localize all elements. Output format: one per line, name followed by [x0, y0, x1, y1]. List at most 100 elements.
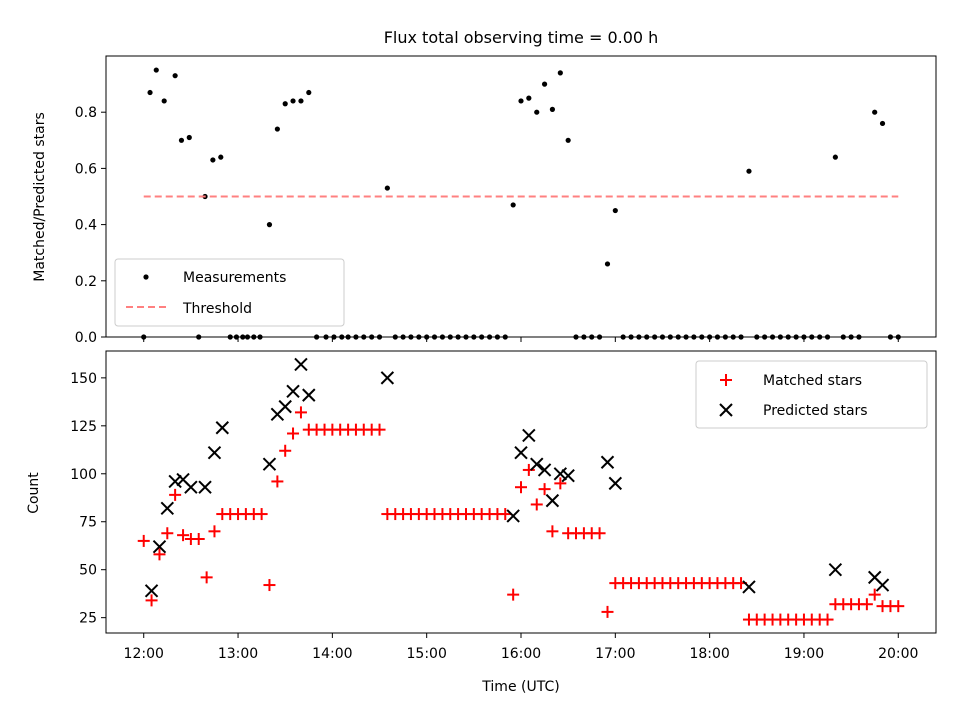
predicted-stars-point [302, 388, 316, 402]
predicted-stars-point-b [608, 476, 623, 491]
measurements-point [746, 168, 752, 174]
matched-stars-point [137, 534, 150, 547]
measurements-point [290, 98, 296, 104]
predicted-stars-point [184, 480, 198, 494]
matched-stars-point [601, 605, 614, 618]
measurements-point [298, 98, 304, 104]
ratio-ytick-label: 0.0 [75, 330, 97, 346]
measurements-point [186, 134, 192, 141]
ratio-legend: Measurements Threshold [114, 258, 345, 327]
measurements-point [282, 101, 288, 107]
measurements-point [266, 222, 273, 228]
legend-predicted-label: Predicted stars [763, 403, 868, 419]
measurements-point [557, 70, 563, 76]
predicted-stars-point-b [380, 371, 395, 385]
count-panel: 25 50 75 100 125 150 12:00 13:00 14:00 15:00 16:0… [26, 350, 937, 695]
predicted-stars-point-b [278, 399, 292, 414]
legend-measurements-marker [143, 274, 149, 280]
measurements-point [306, 89, 312, 96]
predicted-stars-point-b [176, 472, 190, 487]
ratio-panel: 0.00.20.40.60.8 Matched/Predicted stars … [32, 55, 937, 346]
matched-stars-point [892, 600, 905, 613]
predicted-stars-point [742, 580, 756, 594]
predicted-stars-point-b [160, 501, 175, 516]
predicted-stars-point-b [144, 584, 159, 598]
matched-stars-point [860, 598, 873, 611]
legend-predicted-marker [719, 403, 733, 417]
predicted-stars-point-b [561, 468, 575, 483]
ratio-y-ticks: 0.0 0.2 0.4 0.6 0.8 [75, 105, 106, 346]
count-ytick-label: 150 [70, 371, 97, 387]
predicted-stars-point [530, 457, 544, 471]
measurements-point [526, 95, 532, 101]
matched-stars-point [192, 533, 205, 545]
count-legend: Matched stars Predicted stars [695, 360, 928, 429]
predicted-stars-point-b [537, 463, 552, 477]
ratio-x-ticks [143, 337, 899, 342]
predicted-stars-point [514, 445, 528, 460]
xtick-label: 14:00 [312, 646, 352, 662]
measurements-point [161, 98, 167, 104]
predicted-stars-point-b [522, 428, 536, 443]
predicted-stars-point-b [184, 480, 198, 494]
measurements-point [541, 81, 548, 87]
measurements-point [872, 109, 878, 115]
x-axis-label: Time (UTC) [481, 679, 559, 695]
xtick-label: 20:00 [878, 646, 918, 662]
xtick-label: 16:00 [501, 646, 541, 662]
predicted-stars-point-b [545, 493, 560, 508]
predicted-stars-point [207, 445, 222, 460]
predicted-stars-point [144, 584, 159, 598]
matched-stars-point [507, 588, 520, 601]
predicted-stars-point-b [294, 357, 308, 372]
predicted-stars-point [198, 480, 212, 494]
matched-stars-point [255, 508, 268, 521]
predicted-stars-point-b [506, 509, 520, 523]
measurements-point [518, 98, 524, 104]
predicted-stars-point [545, 493, 560, 508]
predicted-stars-point-b [742, 580, 756, 594]
predicted-stars-point-b [207, 445, 222, 460]
predicted-stars-point [262, 457, 277, 471]
count-plot-marks [137, 357, 905, 626]
predicted-stars-point-b [600, 455, 615, 469]
xtick-label: 18:00 [689, 646, 729, 662]
matched-stars-point [522, 463, 535, 476]
ratio-ytick-label: 0.6 [75, 161, 97, 177]
legend-matched-label: Matched stars [763, 373, 862, 389]
matched-stars-point [177, 529, 190, 542]
matched-stars-point [515, 481, 527, 494]
ratio-ytick-label: 0.4 [75, 218, 97, 234]
legend-threshold-label: Threshold [182, 301, 252, 317]
count-x-ticks: 12:00 13:00 14:00 15:00 16:00 17:00 18:00 19:00… [124, 633, 918, 662]
predicted-stars-point [278, 399, 292, 414]
measurements-point [274, 126, 280, 132]
count-legend-box [695, 360, 928, 429]
predicted-stars-point [522, 428, 536, 443]
matched-stars-point [554, 477, 567, 490]
predicted-stars-point [608, 476, 623, 491]
matched-stars-point [821, 613, 834, 626]
measurements-point [565, 137, 571, 143]
measurements-point [153, 67, 159, 73]
count-y-axis-label: Count [26, 472, 42, 514]
measurements-point [534, 109, 540, 115]
predicted-stars-point [152, 539, 167, 554]
predicted-stars-point-b [302, 388, 316, 402]
count-ytick-label: 75 [79, 515, 97, 531]
ratio-y-axis-label: Matched/Predicted stars [32, 112, 48, 282]
measurements-point [147, 89, 153, 96]
measurements-point [879, 120, 886, 127]
matched-stars-point [287, 427, 300, 440]
legend-measurements-label: Measurements [183, 270, 286, 286]
predicted-stars-point-b [875, 578, 890, 592]
predicted-stars-point [561, 468, 575, 483]
count-ytick-label: 125 [70, 419, 97, 435]
predicted-stars-point-b [286, 384, 300, 398]
predicted-stars-point-b [828, 562, 843, 577]
predicted-stars-point-b [553, 467, 568, 481]
xtick-label: 13:00 [218, 646, 258, 662]
ratio-plot-marks [141, 67, 901, 340]
measurements-point [549, 106, 556, 112]
